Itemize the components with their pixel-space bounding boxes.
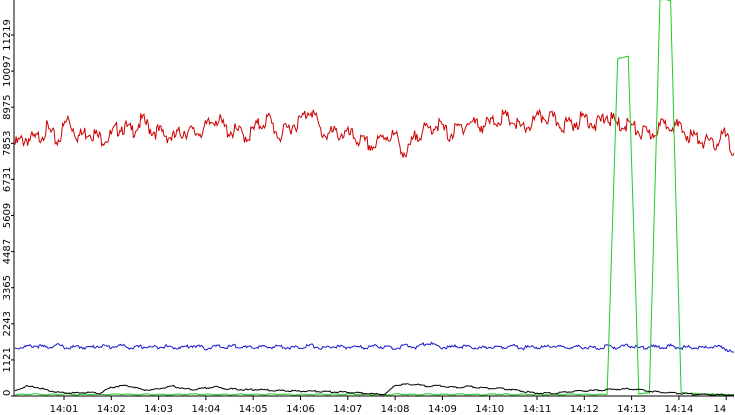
x-tick-label: 14:10 xyxy=(475,404,504,415)
x-tick-label: 14:02 xyxy=(97,404,126,415)
y-tick-label: 3365 xyxy=(2,275,13,300)
y-tick-label: 11219 xyxy=(2,19,13,51)
x-tick-label: 14:11 xyxy=(523,404,552,415)
x-tick-label: 14 xyxy=(713,404,726,415)
series-line-2 xyxy=(14,341,735,353)
x-tick-label: 14:14 xyxy=(664,404,693,415)
series-line-1 xyxy=(14,108,735,158)
y-tick-label: 7853 xyxy=(2,131,13,156)
y-tick-label: 8975 xyxy=(2,94,13,119)
x-tick-label: 14:06 xyxy=(286,404,315,415)
y-tick-label: 10097 xyxy=(2,55,13,87)
series-layer xyxy=(14,0,735,397)
series-line-4 xyxy=(14,383,735,397)
y-tick-label: 1121 xyxy=(2,347,13,372)
x-tick-label: 14:05 xyxy=(239,404,268,415)
series-line-3 xyxy=(15,0,735,396)
y-tick-label: 5609 xyxy=(2,203,13,228)
x-tick-label: 14:01 xyxy=(50,404,79,415)
y-tick-label: 2243 xyxy=(2,311,13,336)
x-tick-label: 14:08 xyxy=(381,404,410,415)
x-tick-label: 14:04 xyxy=(191,404,220,415)
x-tick-labels: 14:01 14:02 14:03 14:04 14:05 14:06 14:07 14:08… xyxy=(50,396,727,415)
y-tick-label: 0 xyxy=(2,390,13,396)
x-tick-label: 14:03 xyxy=(144,404,173,415)
y-tick-label: 6731 xyxy=(2,167,13,192)
x-tick-label: 14:12 xyxy=(570,404,599,415)
x-tick-label: 14:13 xyxy=(617,404,646,415)
y-tick-label: 4487 xyxy=(2,239,13,264)
y-tick-labels: 0 1121 2243 3365 4487 5609 6731 7853 8975 10097 11… xyxy=(2,19,14,397)
x-tick-label: 14:09 xyxy=(428,404,457,415)
x-tick-label: 14:07 xyxy=(333,404,362,415)
